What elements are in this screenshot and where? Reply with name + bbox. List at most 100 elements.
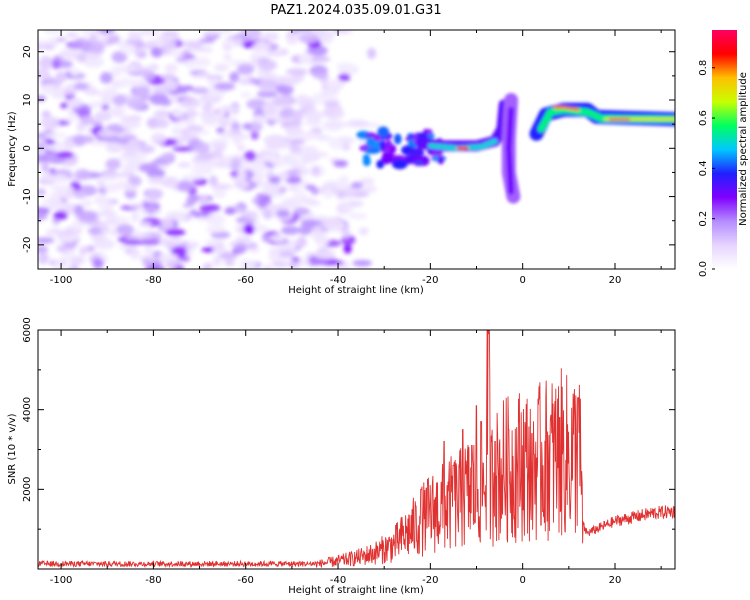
spectrogram-cell xyxy=(151,86,171,94)
snr-series-line xyxy=(38,330,675,569)
spectrogram-cell xyxy=(214,82,236,91)
spectrogram-cell xyxy=(49,183,71,192)
spectrogram-cell xyxy=(298,33,319,44)
y-tick-label: 0 xyxy=(22,145,33,151)
spectrogram-cell xyxy=(38,237,55,244)
spectrogram-cell xyxy=(262,153,279,163)
spectrogram-cell xyxy=(83,56,105,68)
spectrogram-cell xyxy=(56,229,75,237)
spectrogram-cell xyxy=(298,225,312,236)
spectrogram-cell xyxy=(55,71,68,83)
spectrogram-cell xyxy=(52,80,61,89)
spectrogram-cell xyxy=(254,40,268,46)
spectrogram-cell xyxy=(151,159,170,165)
x-tick-label: -40 xyxy=(330,275,346,286)
spectrogram-ylabel: Frequency (Hz) xyxy=(7,111,18,187)
spectrogram-cell xyxy=(304,110,324,121)
spectrogram-cell xyxy=(205,89,227,97)
spectrogram-cell xyxy=(220,116,238,123)
spectrogram-cell xyxy=(41,162,50,173)
spectrogram-cell xyxy=(230,158,242,167)
spectrogram-cell xyxy=(243,223,255,235)
spectrogram-cell xyxy=(45,228,56,239)
spectrogram-cell xyxy=(322,108,338,116)
spectrogram-cell xyxy=(146,204,156,215)
spectrogram-cell xyxy=(241,217,256,225)
spectrogram-cell xyxy=(116,155,137,162)
spectrogram-cell xyxy=(318,35,333,44)
spectrogram-cell xyxy=(101,104,110,111)
spectrogram-cell xyxy=(104,182,120,193)
spectrogram-cell xyxy=(56,37,67,43)
spectrogram-cell xyxy=(263,264,272,269)
spectrogram-cell xyxy=(111,172,133,178)
spectrogram-cell xyxy=(239,158,250,171)
spectrogram-cell xyxy=(145,264,165,269)
spectrogram-frame xyxy=(37,29,676,270)
spectrogram-cell xyxy=(301,197,317,205)
spectrogram-cell xyxy=(325,79,345,90)
spectrogram-cell xyxy=(223,53,232,62)
spectrogram-cell xyxy=(88,44,105,54)
spectrogram-cell xyxy=(90,140,111,147)
colorbar-label: Normalized spectral amplitude xyxy=(738,72,749,226)
spectrogram-cell xyxy=(195,142,211,154)
spectrogram-cell xyxy=(230,121,241,131)
spectrogram-cell xyxy=(246,163,268,173)
spectrogram-cell xyxy=(336,62,353,69)
spectrogram-cell xyxy=(254,176,263,186)
spectrogram-cell xyxy=(160,99,172,107)
spectrogram-cell xyxy=(262,180,283,193)
snr-ylabel: SNR (10 * v/v) xyxy=(7,413,18,484)
spectrogram-cell xyxy=(212,156,222,165)
spectrogram-cell xyxy=(164,63,178,73)
spectrogram-cell xyxy=(105,217,119,225)
spectrogram-cell xyxy=(160,73,176,81)
spectrogram-cell xyxy=(99,72,113,84)
spectrogram-cell xyxy=(56,246,69,252)
spectrogram-cell xyxy=(112,94,127,107)
y-tick-label: 20 xyxy=(22,45,33,58)
spectrogram-cell xyxy=(307,151,329,158)
spectrogram-cell xyxy=(250,130,259,141)
spectrogram-cell xyxy=(142,258,152,267)
spectrogram-cell xyxy=(160,176,180,188)
spectrogram-cell xyxy=(38,44,47,50)
spectrogram-cell xyxy=(139,163,159,173)
spectrogram-cell xyxy=(130,210,140,223)
spectrogram-cell xyxy=(127,175,142,187)
spectrogram-cell xyxy=(144,246,154,254)
spectrogram-cell xyxy=(233,179,250,190)
spectrogram-cell xyxy=(64,139,75,150)
spectrogram-cell xyxy=(189,209,198,217)
spectrogram-cell xyxy=(385,139,393,150)
spectrogram-cell xyxy=(235,236,252,243)
spectrogram-cell xyxy=(296,133,317,141)
spectrogram-cell xyxy=(234,36,243,47)
spectrogram-cell xyxy=(198,38,216,44)
spectrogram-cell xyxy=(267,50,285,57)
spectrogram-cell xyxy=(64,115,80,122)
spectrogram-cell xyxy=(147,188,163,201)
spectrogram-cell xyxy=(99,38,109,45)
spectrogram-cell xyxy=(343,201,353,213)
spectrogram-cell xyxy=(256,90,278,98)
spectrogram-cell xyxy=(53,210,68,220)
spectrogram-cell xyxy=(296,236,307,248)
spectrogram-cell xyxy=(291,110,304,123)
spectrogram-cell xyxy=(181,174,204,181)
spectrogram-cell xyxy=(268,251,283,262)
spectrogram-cell xyxy=(161,30,179,37)
spectrogram-cell xyxy=(286,35,298,45)
spectrogram-cell xyxy=(217,108,226,119)
spectrogram-cell xyxy=(224,259,236,266)
spectrogram-cell xyxy=(48,156,65,164)
spectrogram-cell xyxy=(138,221,152,228)
spectrogram-cell xyxy=(186,240,199,247)
spectrogram-cell xyxy=(233,243,248,253)
spectrogram-cell xyxy=(311,165,321,177)
spectrogram-cell xyxy=(239,260,258,268)
spectrogram-cell xyxy=(341,227,351,239)
spectrogram-cell xyxy=(190,87,210,94)
spectrogram-cell xyxy=(215,127,225,134)
